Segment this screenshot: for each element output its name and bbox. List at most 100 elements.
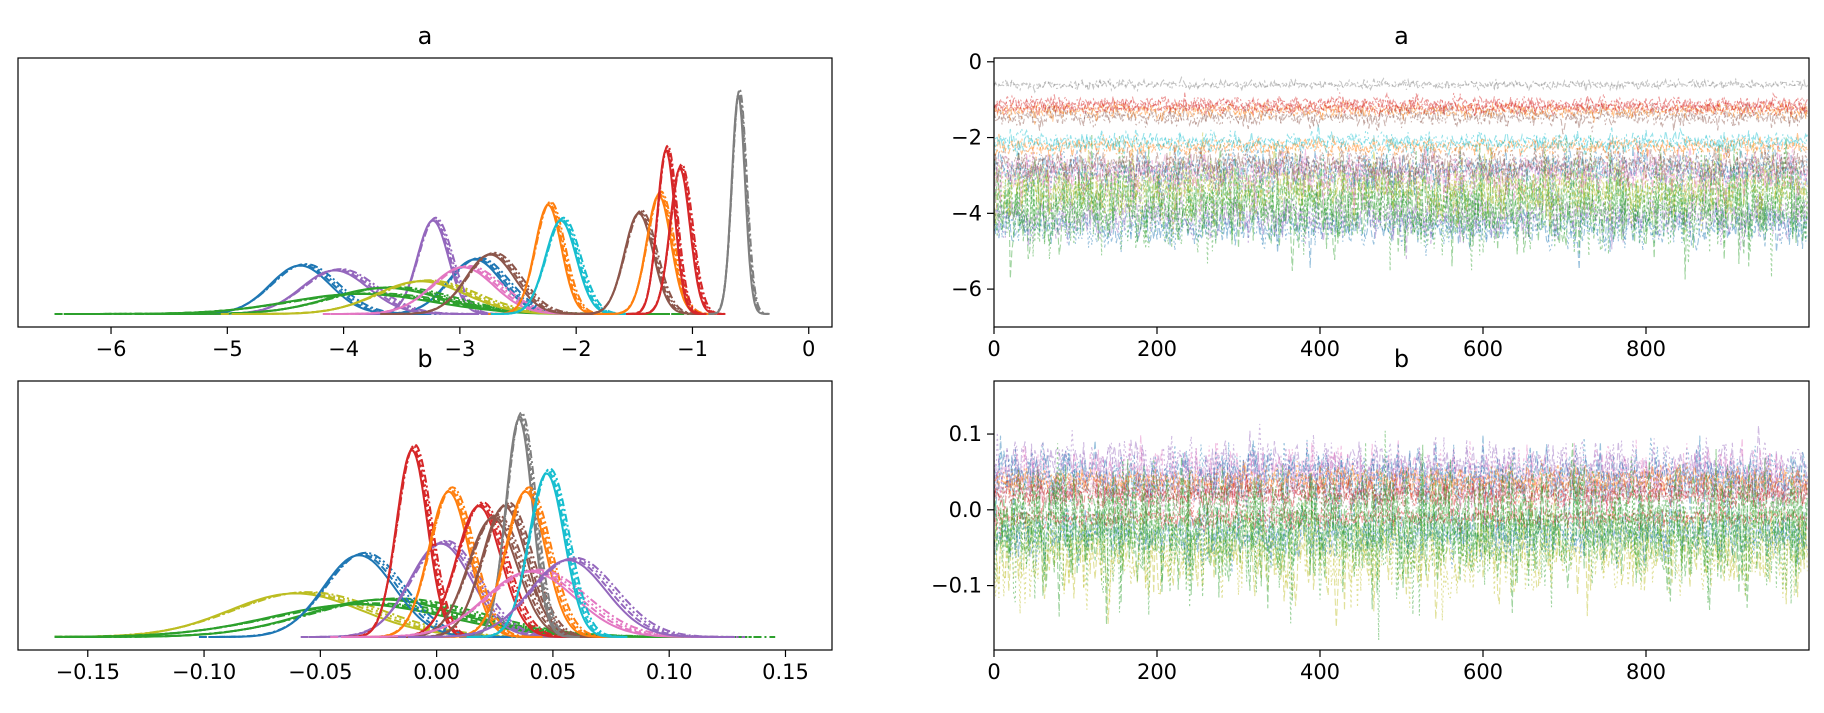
a-trace-trace-line <box>994 146 1808 195</box>
b-density-density-line <box>54 591 591 638</box>
b-trace-xtick-label: 400 <box>1300 660 1340 684</box>
a-density-xtick-label: −4 <box>328 337 359 361</box>
b-density-density-line <box>407 502 606 638</box>
a-density-density-line <box>626 144 708 315</box>
b-trace-trace-line <box>994 430 1808 641</box>
b-density-density-line <box>466 467 630 638</box>
a-trace-trace-line <box>994 198 1808 270</box>
a-density-title: a <box>418 22 433 50</box>
b-density-xtick-label: −0.10 <box>172 660 236 684</box>
b-trace-trace-line <box>994 474 1808 518</box>
a-density-density-line <box>710 94 767 315</box>
b-trace-trace-line <box>994 423 1808 502</box>
b-density-density-line <box>54 591 608 638</box>
b-trace-trace-line <box>994 484 1808 628</box>
a-density-density-line <box>386 252 599 315</box>
b-density-density-line <box>468 469 628 638</box>
b-density-density-line <box>381 502 580 638</box>
a-trace-trace-line <box>994 98 1808 122</box>
b-trace-frame <box>993 380 1810 651</box>
b-trace-trace-line <box>994 436 1808 530</box>
b-density-density-line <box>54 597 748 638</box>
a-density-density-line <box>362 216 506 315</box>
a-density-curves <box>54 87 770 315</box>
a-trace-traces <box>994 75 1808 280</box>
b-trace-trace-line <box>994 443 1808 617</box>
a-trace-trace-line <box>994 139 1808 195</box>
b-density-frame <box>17 380 833 651</box>
a-trace-trace-line <box>994 131 1808 236</box>
b-density-panel: −0.15 −0.10 −0.05 0.00 0.05 0.10 0.15 b <box>17 345 833 684</box>
b-density-xtick-label: −0.05 <box>288 660 352 684</box>
b-trace-trace-line <box>994 425 1808 506</box>
b-trace-xtick-label: 800 <box>1626 660 1666 684</box>
b-trace-ytick-label: 0.1 <box>949 422 982 446</box>
b-trace-trace-line <box>994 444 1808 625</box>
a-trace-xtick-label: 800 <box>1626 337 1666 361</box>
a-density-density-line <box>708 87 770 315</box>
a-density-density-line <box>709 90 769 315</box>
b-density-xtick-label: 0.05 <box>530 660 577 684</box>
a-density-density-line <box>220 279 630 315</box>
b-trace-ytick-label: −0.1 <box>931 574 982 598</box>
b-density-xtick-label: 0.00 <box>413 660 460 684</box>
a-trace-trace-line <box>994 181 1808 260</box>
a-trace-trace-line <box>994 91 1808 115</box>
a-trace-trace-line <box>994 145 1808 211</box>
a-trace-trace-line <box>994 176 1808 251</box>
a-density-xtick-label: 0 <box>802 337 815 361</box>
a-trace-ytick-label: −2 <box>951 126 982 150</box>
a-trace-trace-line <box>994 141 1808 210</box>
b-trace-xtick-label: 200 <box>1137 660 1177 684</box>
b-density-density-line <box>358 486 543 638</box>
a-trace-ytick-label: 0 <box>969 50 982 74</box>
a-density-density-line <box>573 209 707 315</box>
b-trace-trace-line <box>994 505 1808 534</box>
b-density-density-line <box>471 470 626 638</box>
a-trace-trace-line <box>994 144 1808 228</box>
a-trace-trace-line <box>994 132 1808 161</box>
b-trace-trace-line <box>994 474 1808 518</box>
a-trace-title: a <box>1394 22 1409 50</box>
a-density-xtick-label: −2 <box>561 337 592 361</box>
a-trace-xtick-label: 400 <box>1300 337 1340 361</box>
b-density-xtick-label: 0.15 <box>762 660 809 684</box>
a-trace-trace-line <box>994 101 1808 135</box>
b-density-xtick-label: −0.15 <box>56 660 120 684</box>
a-density-density-line <box>629 149 705 315</box>
b-trace-trace-line <box>994 439 1808 526</box>
a-trace-trace-line <box>994 197 1808 257</box>
a-density-density-line <box>173 264 433 315</box>
a-density-density-line <box>490 216 634 315</box>
a-trace-frame <box>993 57 1810 328</box>
b-trace-xtick-label: 0 <box>987 660 1000 684</box>
a-density-density-line <box>628 147 706 315</box>
a-density-density-line <box>634 163 727 315</box>
a-trace-trace-line <box>994 96 1808 118</box>
b-trace-xtick-label: 600 <box>1463 660 1503 684</box>
b-trace-trace-line <box>994 442 1808 624</box>
a-density-density-line <box>709 92 768 315</box>
b-trace-title: b <box>1394 345 1409 373</box>
a-density-xtick-label: −1 <box>677 337 708 361</box>
a-trace-ytick-label: −6 <box>951 277 982 301</box>
a-density-density-line <box>322 264 609 315</box>
b-trace-trace-line <box>994 434 1808 525</box>
a-density-density-line <box>494 218 630 315</box>
b-trace-trace-line <box>994 462 1808 501</box>
b-trace-ytick-label: 0.0 <box>949 498 982 522</box>
a-trace-xtick-label: 600 <box>1463 337 1503 361</box>
a-density-xtick-label: −6 <box>96 337 127 361</box>
a-trace-trace-line <box>994 132 1808 161</box>
b-density-density-line <box>382 513 608 638</box>
b-trace-trace-line <box>994 466 1808 517</box>
a-trace-trace-line <box>994 137 1808 249</box>
a-density-frame <box>17 57 833 328</box>
a-density-panel: −6 −5 −4 −3 −2 −1 0 a <box>17 22 833 361</box>
a-trace-xtick-label: 200 <box>1137 337 1177 361</box>
a-density-xtick-label: −3 <box>444 337 475 361</box>
b-density-curves <box>54 411 776 638</box>
b-density-density-line <box>473 472 623 638</box>
a-trace-xtick-label: 0 <box>987 337 1000 361</box>
